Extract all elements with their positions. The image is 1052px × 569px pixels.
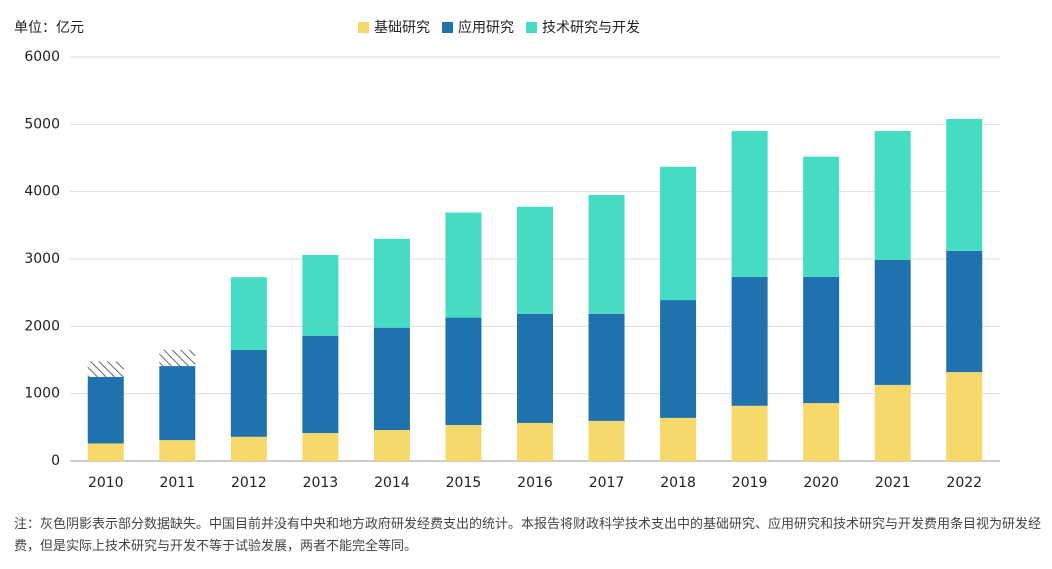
bar-segment xyxy=(159,440,196,461)
x-tick-label: 2018 xyxy=(660,475,696,491)
y-tick-label: 4000 xyxy=(24,184,60,200)
bar-segment xyxy=(302,254,339,336)
bar-segment xyxy=(230,277,267,350)
bar-segment xyxy=(159,366,196,441)
bar-segment xyxy=(731,131,768,277)
bar-segment xyxy=(87,443,124,461)
bar-segment xyxy=(517,313,553,423)
y-tick-label: 0 xyxy=(51,453,60,469)
legend-label: 技术研究与开发 xyxy=(542,20,640,36)
x-tick-label: 2014 xyxy=(374,475,410,491)
bar-segment xyxy=(230,349,267,437)
bar-segment xyxy=(445,424,482,461)
legend-swatch xyxy=(442,22,453,33)
bar-segment xyxy=(230,436,267,461)
bar-segment xyxy=(803,276,840,404)
legend-swatch xyxy=(358,22,369,33)
x-tick-label: 2017 xyxy=(589,475,625,491)
bar-segment xyxy=(373,238,410,328)
bar-segment xyxy=(373,327,410,431)
bar-segment xyxy=(660,300,697,418)
bar-segment xyxy=(445,212,482,318)
x-tick-label: 2022 xyxy=(946,475,982,491)
y-tick-label: 2000 xyxy=(24,318,60,334)
bar-segment xyxy=(87,376,124,444)
bar-segment xyxy=(302,335,339,434)
x-tick-label: 2011 xyxy=(159,475,195,491)
legend-label: 应用研究 xyxy=(458,19,514,36)
footnote: 注：灰色阴影表示部分数据缺失。中国目前并没有中央和地方政府研发经费支出的统计。本… xyxy=(14,517,1042,554)
y-tick-label: 5000 xyxy=(24,116,60,132)
bar-segment xyxy=(660,166,697,301)
x-tick-label: 2016 xyxy=(517,475,553,491)
bar-segment xyxy=(874,260,911,385)
x-tick-label: 2012 xyxy=(231,475,267,491)
bar-segment xyxy=(731,276,768,406)
legend-label: 基础研究 xyxy=(374,19,430,36)
bar-segment xyxy=(803,156,840,277)
x-tick-label: 2020 xyxy=(803,475,839,491)
bar-segment xyxy=(946,250,983,373)
missing-data-hatch xyxy=(87,361,124,377)
bar-segment xyxy=(946,372,983,461)
bar-segment xyxy=(588,420,625,461)
x-tick-label: 2010 xyxy=(88,475,124,491)
bar-segment xyxy=(517,422,553,461)
bar-segment xyxy=(731,405,768,461)
bar-segment xyxy=(445,317,482,425)
bar-segment xyxy=(874,131,911,261)
y-tick-label: 3000 xyxy=(24,251,60,267)
bar-segment xyxy=(373,430,410,461)
x-tick-label: 2019 xyxy=(732,475,768,491)
y-tick-label: 1000 xyxy=(24,386,60,402)
chart: 单位：亿元 0 1000 2000 3000 4000 5000 6000 基础研究 应用研究 技… xyxy=(14,19,1000,491)
unit-label: 单位：亿元 xyxy=(14,20,84,36)
x-tick-label: 2021 xyxy=(875,475,911,491)
bar-segment xyxy=(874,384,911,461)
bar-segment xyxy=(803,403,840,461)
x-tick-label: 2013 xyxy=(303,475,339,491)
bar-segment xyxy=(588,195,625,314)
legend-swatch xyxy=(526,22,537,33)
bar-segment xyxy=(946,118,983,251)
bar-segment xyxy=(588,313,625,421)
bar-segment xyxy=(660,417,697,461)
bar-segment xyxy=(517,206,553,314)
y-tick-label: 6000 xyxy=(24,49,60,65)
bar-segment xyxy=(302,433,339,461)
missing-data-hatch xyxy=(159,349,196,367)
x-tick-label: 2015 xyxy=(446,475,482,491)
